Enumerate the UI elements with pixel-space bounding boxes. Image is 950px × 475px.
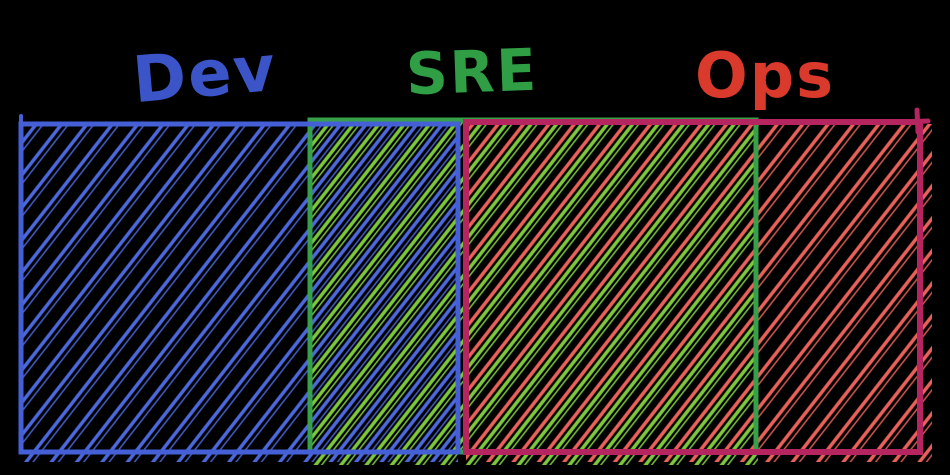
sre-label: SRE bbox=[405, 36, 539, 109]
ops-label: Ops bbox=[695, 39, 835, 112]
dev-region-border bbox=[18, 121, 461, 455]
ops-region-border bbox=[463, 119, 923, 455]
sketch-tick bbox=[899, 118, 931, 125]
sre-region-hatch bbox=[310, 122, 758, 465]
dev-label: Dev bbox=[130, 32, 280, 118]
